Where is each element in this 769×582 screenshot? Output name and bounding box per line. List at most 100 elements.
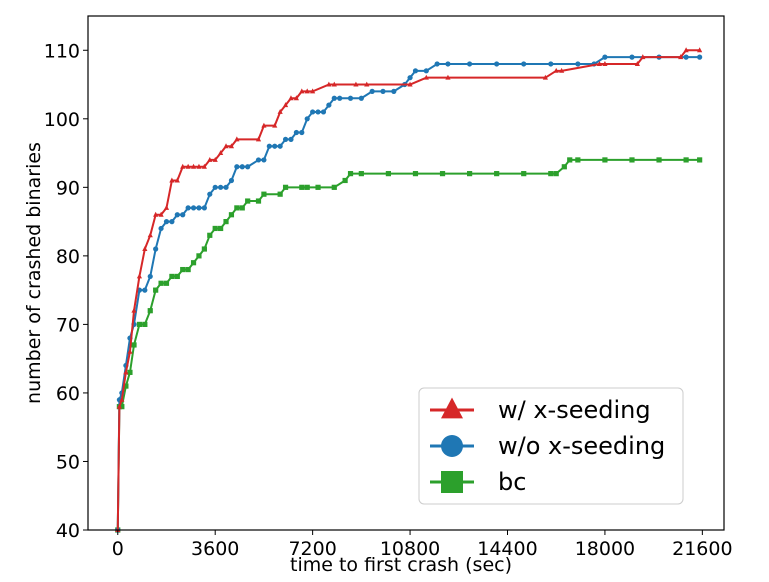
data-point [119, 396, 125, 402]
data-point [697, 54, 703, 60]
data-point [553, 67, 559, 73]
data-point [602, 54, 608, 60]
data-point [239, 205, 245, 211]
data-point [153, 211, 159, 217]
data-point [261, 157, 267, 163]
y-tick-label: 60 [56, 383, 80, 405]
triangle-icon [441, 397, 463, 419]
y-tick-label: 80 [56, 246, 80, 268]
data-point [223, 143, 229, 149]
data-point [185, 266, 191, 273]
data-point [239, 164, 245, 170]
y-axis-ticks: 40 50 60 70 80 90 100 110 [44, 40, 88, 542]
legend-label: w/o x-seeding [498, 432, 665, 460]
data-point [277, 108, 283, 114]
data-point [561, 164, 567, 170]
y-tick-label: 50 [56, 451, 80, 473]
data-point [299, 129, 305, 136]
data-point [174, 212, 180, 218]
circle-icon [441, 435, 463, 457]
data-point [119, 404, 125, 410]
data-point [331, 184, 337, 190]
data-point [288, 95, 294, 101]
data-point [196, 163, 202, 169]
legend-box [418, 387, 684, 505]
data-point [683, 54, 689, 60]
data-point [147, 273, 153, 280]
data-point [234, 136, 240, 142]
data-point [310, 88, 316, 94]
y-tick-label: 70 [56, 314, 80, 336]
legend-label: w/ x-seeding [498, 396, 651, 424]
data-point [683, 47, 689, 53]
data-point [158, 211, 164, 217]
data-point [358, 95, 364, 101]
data-point [331, 95, 337, 101]
data-point [212, 184, 218, 190]
data-point [640, 54, 646, 60]
data-point [423, 74, 429, 80]
data-point [678, 54, 684, 60]
data-point [158, 280, 164, 286]
data-point [218, 225, 224, 232]
data-point [575, 61, 581, 67]
data-point [342, 177, 348, 184]
data-point [153, 287, 159, 293]
data-point [255, 157, 262, 163]
data-point [223, 219, 229, 225]
data-point [697, 157, 703, 163]
data-point [174, 273, 180, 280]
data-point [521, 61, 527, 67]
data-point [255, 198, 262, 204]
data-point [320, 109, 327, 115]
data-point [315, 109, 321, 115]
x-axis-label: time to first crash (sec) [290, 554, 512, 576]
data-point [445, 61, 451, 67]
data-point [494, 61, 500, 67]
data-point [163, 219, 170, 225]
data-point [218, 150, 224, 156]
data-point [142, 246, 148, 251]
data-point [683, 157, 689, 163]
data-point [656, 157, 662, 163]
y-tick-label: 110 [44, 40, 80, 62]
data-point [201, 163, 207, 169]
data-point [169, 219, 175, 225]
data-point [266, 143, 272, 149]
data-point [407, 75, 413, 81]
data-point [127, 348, 133, 354]
data-point [304, 116, 310, 122]
data-point [412, 68, 419, 74]
data-point [423, 68, 429, 74]
data-point [163, 280, 170, 286]
data-point [697, 47, 703, 53]
data-point [412, 171, 419, 177]
data-point [315, 184, 321, 190]
data-point [439, 171, 446, 177]
y-tick-label: 40 [56, 520, 80, 542]
data-point [282, 136, 289, 142]
data-point [282, 102, 289, 108]
data-point [228, 143, 235, 149]
y-axis-label: number of crashed binaries [23, 142, 45, 404]
data-point [207, 191, 213, 197]
data-point [364, 81, 370, 87]
data-point [521, 171, 527, 177]
data-point [142, 321, 148, 327]
x-tick-label: 10800 [380, 538, 440, 560]
data-point [353, 81, 359, 87]
data-point [245, 198, 251, 204]
data-point [142, 287, 148, 293]
data-point [196, 253, 202, 259]
data-point [261, 122, 267, 128]
data-point [369, 88, 375, 94]
data-point [310, 109, 316, 115]
data-point [629, 54, 635, 60]
data-point [602, 61, 608, 66]
data-point [293, 95, 299, 101]
plot-frame [87, 15, 725, 531]
data-point [196, 205, 202, 211]
data-point [304, 88, 310, 94]
data-point [391, 88, 397, 94]
